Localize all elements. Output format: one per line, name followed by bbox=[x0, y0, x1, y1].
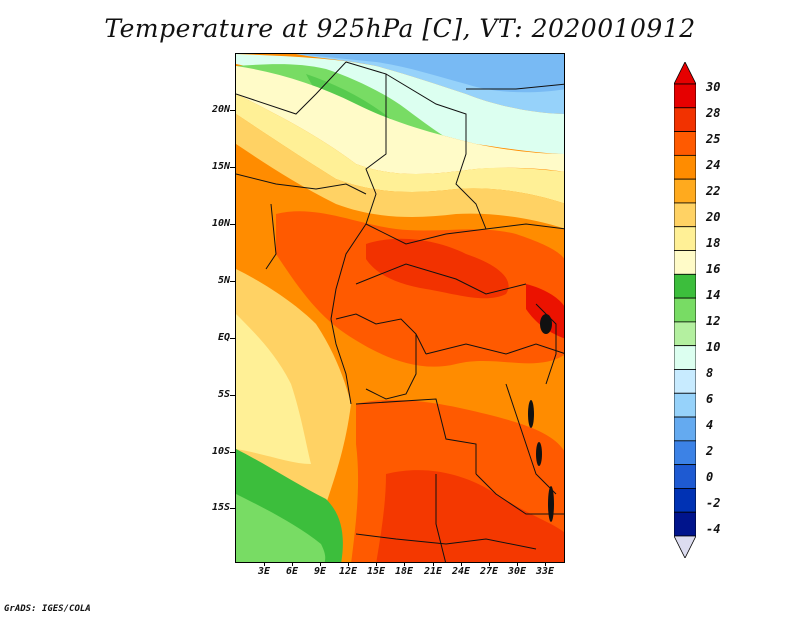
y-tick bbox=[230, 110, 235, 111]
colorbar-lower-arrow bbox=[674, 535, 696, 558]
y-tick bbox=[230, 224, 235, 225]
y-tick-label: 15N bbox=[211, 161, 230, 172]
colorbar-segment bbox=[674, 488, 696, 513]
x-tick bbox=[320, 562, 321, 566]
x-tick-label: 27E bbox=[479, 566, 499, 577]
colorbar-label: 24 bbox=[706, 158, 721, 172]
colorbar-label: 4 bbox=[706, 418, 714, 432]
y-tick-label: 5N bbox=[217, 275, 230, 286]
y-tick-label: 15S bbox=[211, 502, 230, 513]
colorbar-segment bbox=[674, 297, 696, 323]
colorbar-label: -4 bbox=[706, 522, 721, 536]
y-tick-label: 20N bbox=[211, 104, 230, 115]
x-tick bbox=[264, 562, 265, 566]
x-tick-label: 33E bbox=[535, 566, 555, 577]
colorbar-label: 0 bbox=[706, 470, 714, 484]
x-tick-label: 12E bbox=[338, 566, 358, 577]
x-tick bbox=[348, 562, 349, 566]
colorbar-label: 20 bbox=[706, 210, 721, 224]
y-tick-label: 5S bbox=[217, 389, 230, 400]
x-tick bbox=[376, 562, 377, 566]
x-tick-label: 24E bbox=[451, 566, 471, 577]
colorbar-label: 14 bbox=[706, 288, 721, 302]
colorbar-segment bbox=[674, 226, 696, 251]
hot-region-south bbox=[376, 470, 564, 562]
colorbar-segment bbox=[674, 416, 696, 442]
lakes bbox=[528, 314, 554, 522]
colorbar bbox=[674, 62, 696, 558]
colorbar-segment bbox=[674, 154, 696, 180]
colorbar-segment bbox=[674, 83, 696, 109]
colorbar-label: 28 bbox=[706, 106, 721, 120]
x-tick bbox=[489, 562, 490, 566]
hot-core-east bbox=[526, 284, 564, 339]
chart-title: Temperature at 925hPa [C], VT: 202001091… bbox=[104, 14, 696, 43]
country-borders bbox=[236, 61, 564, 562]
light-yellow-band bbox=[236, 66, 564, 174]
colorbar-segment bbox=[674, 345, 696, 370]
colorbar-label: 12 bbox=[706, 314, 721, 328]
coastal-pale-region-west bbox=[236, 314, 311, 464]
colorbar-segment bbox=[674, 273, 696, 299]
map-canvas bbox=[236, 54, 564, 562]
x-tick-label: 6E bbox=[285, 566, 299, 577]
y-tick-label: EQ bbox=[217, 332, 230, 343]
colorbar-segment bbox=[674, 250, 696, 275]
y-tick-label: 10N bbox=[211, 218, 230, 229]
x-tick bbox=[517, 562, 518, 566]
credit-text: GrADS: IGES/COLA bbox=[4, 604, 91, 614]
colorbar-label: -2 bbox=[706, 496, 721, 510]
x-tick bbox=[461, 562, 462, 566]
colorbar-label: 18 bbox=[706, 236, 721, 250]
colorbar-label: 16 bbox=[706, 262, 721, 276]
colorbar-segment bbox=[674, 131, 696, 156]
colorbar-segment bbox=[674, 369, 696, 394]
x-tick bbox=[545, 562, 546, 566]
colorbar-label: 8 bbox=[706, 366, 714, 380]
colorbar-upper-arrow bbox=[674, 62, 696, 85]
yellow-band bbox=[236, 114, 564, 229]
y-tick bbox=[230, 281, 235, 282]
temperature-map bbox=[235, 53, 565, 563]
colorbar-segment bbox=[674, 440, 696, 466]
colorbar-segment bbox=[674, 202, 696, 228]
cold-core-north bbox=[296, 54, 564, 93]
x-tick-label: 21E bbox=[423, 566, 443, 577]
colorbar-label: 6 bbox=[706, 392, 714, 406]
y-tick bbox=[230, 508, 235, 509]
x-tick bbox=[404, 562, 405, 566]
colorbar-label: 25 bbox=[706, 132, 721, 146]
y-tick bbox=[230, 395, 235, 396]
y-tick bbox=[230, 338, 235, 339]
x-tick-label: 30E bbox=[507, 566, 527, 577]
y-tick bbox=[230, 167, 235, 168]
hot-core-central bbox=[366, 238, 509, 299]
colorbar-segment bbox=[674, 511, 696, 537]
x-tick bbox=[292, 562, 293, 566]
x-tick-label: 3E bbox=[257, 566, 271, 577]
colorbar-label: 10 bbox=[706, 340, 721, 354]
y-tick bbox=[230, 452, 235, 453]
colorbar-segment bbox=[674, 178, 696, 204]
x-tick-label: 9E bbox=[313, 566, 327, 577]
x-tick-label: 18E bbox=[394, 566, 414, 577]
colorbar-segment bbox=[674, 464, 696, 489]
colorbar-label: 2 bbox=[706, 444, 714, 458]
colorbar-segment bbox=[674, 107, 696, 132]
colorbar-label: 22 bbox=[706, 184, 721, 198]
light-green-region-southwest bbox=[236, 494, 326, 562]
pale-yellow-band bbox=[236, 94, 564, 204]
colorbar-label: 30 bbox=[706, 80, 721, 94]
x-tick bbox=[433, 562, 434, 566]
colorbar-segment bbox=[674, 321, 696, 347]
y-tick-label: 10S bbox=[211, 446, 230, 457]
colorbar-segment bbox=[674, 392, 696, 418]
x-tick-label: 15E bbox=[366, 566, 386, 577]
